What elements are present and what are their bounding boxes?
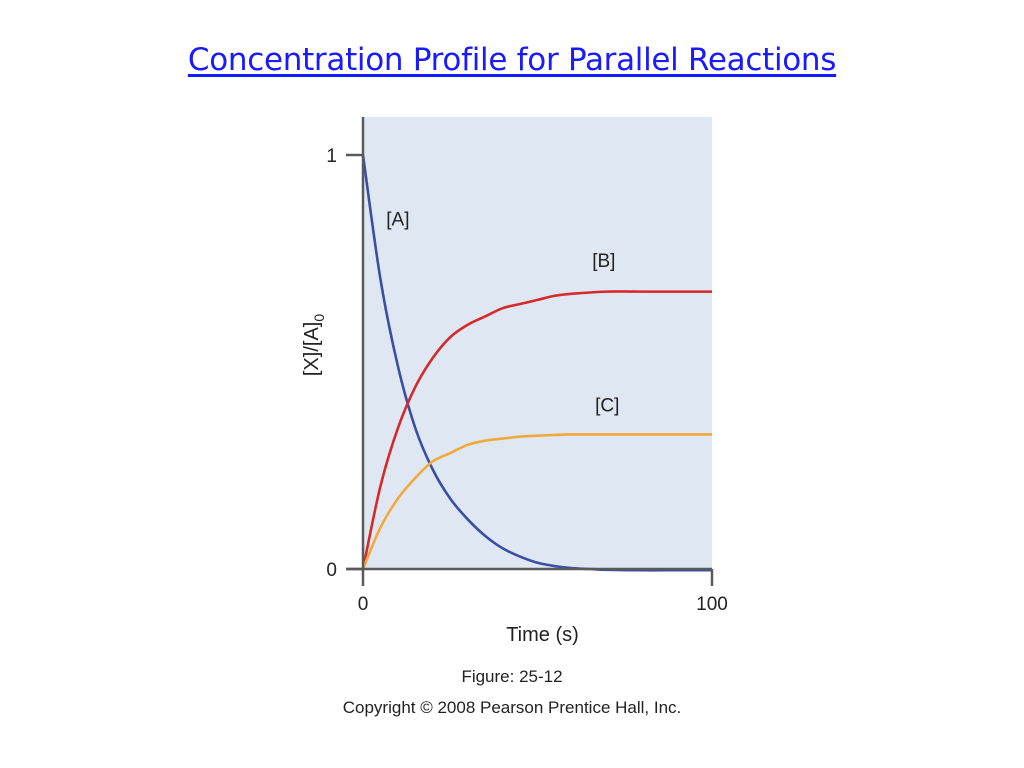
y-axis-label: [X]/[A]0 bbox=[301, 314, 327, 376]
series-line-c bbox=[361, 433, 712, 570]
x-axis-label: Time (s) bbox=[506, 624, 579, 646]
plot-area bbox=[363, 117, 712, 569]
y-tick-label: 0 bbox=[326, 560, 337, 581]
series-line-b bbox=[361, 290, 712, 570]
figure-label: Figure: 25-12 bbox=[461, 667, 563, 686]
series-label-b: [B] bbox=[592, 251, 615, 272]
series-label-c: [C] bbox=[595, 396, 619, 417]
copyright-text: Copyright © 2008 Pearson Prentice Hall, … bbox=[342, 698, 682, 717]
slide-title: Concentration Profile for Parallel React… bbox=[187, 42, 837, 78]
y-axis-label-main: [X]/[A] bbox=[301, 322, 323, 376]
x-tick-label: 0 bbox=[358, 594, 369, 615]
y-axis-label-subscript: 0 bbox=[311, 314, 327, 322]
series-label-layer: [A] [B] [C] bbox=[386, 209, 619, 416]
series-label-a: [A] bbox=[386, 209, 409, 230]
tick-layer: 0 1 0 100 bbox=[326, 146, 727, 615]
y-tick-label: 1 bbox=[326, 146, 337, 167]
x-tick-label: 100 bbox=[696, 594, 728, 615]
